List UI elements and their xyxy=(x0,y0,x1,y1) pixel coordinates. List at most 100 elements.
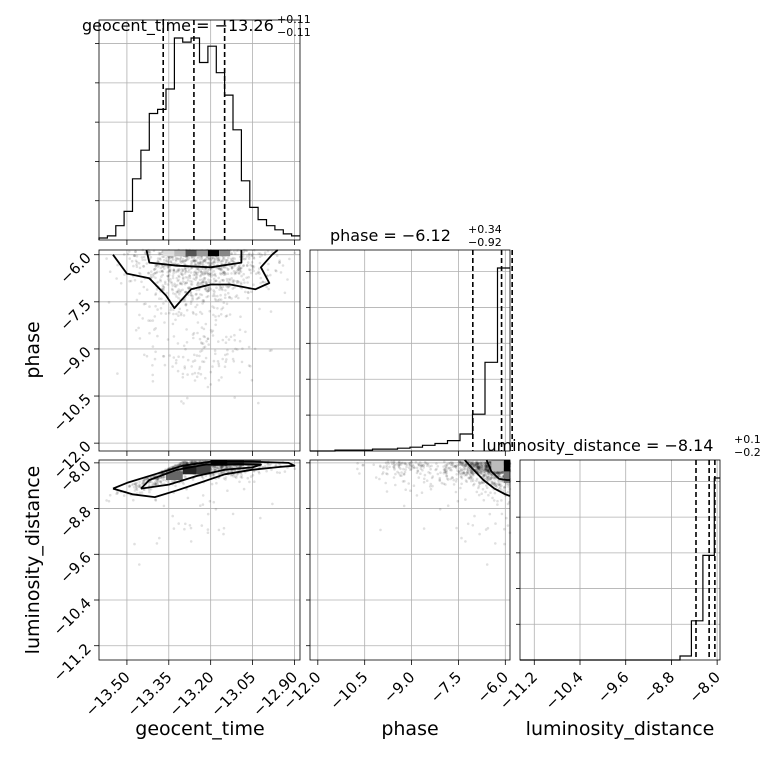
scatter-point xyxy=(216,360,220,363)
scatter-point xyxy=(242,264,245,268)
scatter-point xyxy=(219,266,222,270)
scatter-point xyxy=(221,338,225,342)
scatter-point xyxy=(465,467,469,471)
title-phase-upper: +0.34 xyxy=(468,223,502,236)
scatter-point xyxy=(485,466,489,469)
scatter-point xyxy=(165,291,169,295)
scatter-point xyxy=(460,463,464,467)
scatter-point xyxy=(484,467,488,471)
scatter-point xyxy=(186,461,189,465)
scatter-point xyxy=(149,487,153,491)
scatter-point xyxy=(154,267,157,270)
scatter-point xyxy=(410,464,413,468)
scatter-point xyxy=(247,253,251,256)
scatter-point xyxy=(138,483,141,486)
density-cell-geocent-time-vs-phase-2 xyxy=(196,250,208,257)
scatter-point xyxy=(169,260,173,264)
scatter-point xyxy=(449,468,452,472)
scatter-point xyxy=(487,468,490,472)
scatter-point xyxy=(200,272,204,276)
scatter-point xyxy=(485,475,489,478)
title-luminosity-distance-lower: −0.23 xyxy=(734,446,760,459)
scatter-point xyxy=(402,472,406,476)
scatter-point xyxy=(460,463,464,467)
scatter-point xyxy=(202,327,206,331)
scatter-point xyxy=(185,461,189,464)
scatter-point xyxy=(398,461,401,465)
scatter-point xyxy=(222,470,226,473)
scatter-point xyxy=(130,259,134,263)
scatter-point xyxy=(443,470,447,474)
scatter-point xyxy=(176,268,179,272)
scatter-point xyxy=(176,257,180,261)
scatter-point xyxy=(156,259,160,263)
scatter-point xyxy=(174,259,178,263)
scatter-point xyxy=(197,288,201,292)
scatter-point xyxy=(449,466,452,470)
scatter-point xyxy=(455,526,458,530)
scatter-point xyxy=(182,482,185,486)
scatter-point xyxy=(476,462,479,466)
scatter-point xyxy=(487,479,490,482)
scatter-point xyxy=(134,485,138,488)
scatter-point xyxy=(200,349,204,352)
scatter-point xyxy=(465,473,468,477)
scatter-point xyxy=(221,465,224,469)
scatter-point xyxy=(473,466,476,470)
scatter-point xyxy=(489,477,492,481)
scatter-point xyxy=(460,461,464,464)
scatter-point xyxy=(495,483,498,486)
scatter-point xyxy=(469,475,473,478)
density-cell-phase-vs-luminosity-distance-12 xyxy=(503,460,510,472)
scatter-point xyxy=(241,254,245,258)
scatter-point xyxy=(252,265,256,269)
scatter-point xyxy=(401,461,404,465)
scatter-point xyxy=(229,335,233,339)
scatter-point xyxy=(207,278,210,282)
scatter-point xyxy=(159,480,163,484)
scatter-point xyxy=(435,467,438,471)
scatter-point xyxy=(177,268,180,271)
scatter-point xyxy=(193,359,197,362)
scatter-point xyxy=(153,328,156,331)
scatter-point xyxy=(386,460,390,464)
scatter-point xyxy=(482,474,486,477)
scatter-point xyxy=(143,251,147,255)
scatter-phase-vs-luminosity-distance xyxy=(356,460,512,566)
scatter-point xyxy=(192,312,195,315)
scatter-point xyxy=(195,460,198,464)
scatter-point xyxy=(234,295,237,299)
scatter-point xyxy=(429,467,432,471)
scatter-point xyxy=(410,461,414,464)
scatter-point xyxy=(209,273,213,276)
scatter-point xyxy=(483,464,487,467)
scatter-point xyxy=(209,259,213,263)
scatter-point xyxy=(202,270,206,273)
scatter-point xyxy=(239,475,243,479)
scatter-point xyxy=(208,256,211,260)
scatter-point xyxy=(445,471,448,474)
scatter-point xyxy=(240,360,244,364)
scatter-point xyxy=(392,463,396,466)
scatter-point xyxy=(224,273,227,276)
scatter-point xyxy=(217,259,221,262)
scatter-point xyxy=(200,263,204,266)
scatter-point xyxy=(128,250,131,253)
scatter-point xyxy=(227,285,231,289)
scatter-point xyxy=(445,463,449,466)
scatter-point xyxy=(166,274,170,278)
scatter-point xyxy=(163,267,166,270)
scatter-point xyxy=(217,467,220,471)
scatter-point xyxy=(251,473,255,477)
scatter-point xyxy=(173,464,176,468)
y-tick-label-luminosity-distance-1: −10.4 xyxy=(50,594,95,639)
scatter-point xyxy=(206,337,210,341)
scatter-point xyxy=(171,274,175,278)
scatter-point xyxy=(231,512,235,516)
scatter-point xyxy=(408,462,411,465)
scatter-point xyxy=(108,493,112,497)
scatter-point xyxy=(494,484,497,487)
scatter-point xyxy=(462,471,466,475)
scatter-point xyxy=(270,468,273,472)
scatter-point xyxy=(213,465,217,469)
